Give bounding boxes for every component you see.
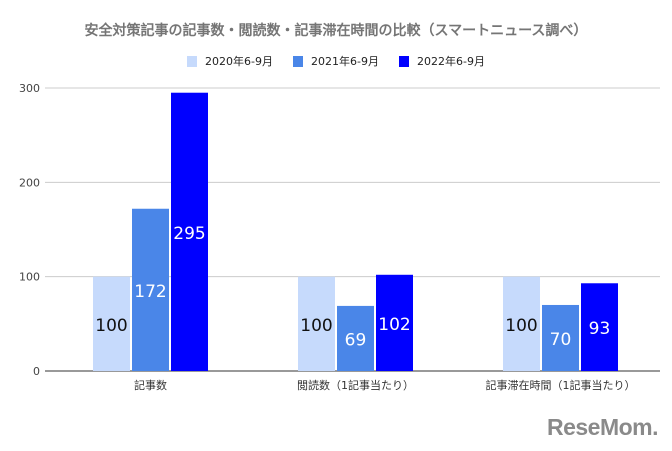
data-label: 93 bbox=[589, 319, 611, 339]
bar bbox=[542, 304, 579, 371]
y-tick-label: 300 bbox=[19, 82, 40, 95]
legend-swatch bbox=[398, 55, 409, 67]
legend-swatch bbox=[293, 55, 304, 67]
data-label: 100 bbox=[505, 316, 537, 336]
legend-item-2021: 2021年6-9月 bbox=[293, 53, 379, 69]
bar bbox=[376, 274, 413, 371]
bar bbox=[581, 283, 618, 371]
bar bbox=[93, 276, 130, 371]
data-label: 172 bbox=[134, 282, 166, 302]
y-tick-label: 100 bbox=[19, 271, 40, 284]
legend-label: 2021年6-9月 bbox=[311, 55, 379, 68]
bar bbox=[171, 92, 208, 371]
legend-swatch bbox=[187, 55, 198, 67]
legend-label: 2020年6-9月 bbox=[205, 55, 274, 68]
data-label: 70 bbox=[550, 330, 572, 350]
legend-item-2022: 2022年6-9月 bbox=[398, 53, 485, 69]
bar bbox=[132, 208, 169, 371]
x-tick-label: 閲読数（1記事当たり） bbox=[297, 378, 414, 392]
bar bbox=[298, 276, 335, 371]
bar bbox=[503, 276, 540, 371]
x-tick-label: 記事滞在時間（1記事当たり） bbox=[486, 378, 636, 392]
data-label: 295 bbox=[173, 224, 205, 244]
legend: 2020年6-9月 2021年6-9月 2022年6-9月 bbox=[0, 53, 672, 69]
data-label: 100 bbox=[300, 316, 332, 336]
data-label: 100 bbox=[95, 316, 127, 336]
data-label: 69 bbox=[345, 330, 367, 350]
y-tick-label: 200 bbox=[19, 176, 40, 189]
data-label: 102 bbox=[378, 315, 410, 335]
legend-item-2020: 2020年6-9月 bbox=[187, 53, 273, 69]
chart-title: 安全対策記事の記事数・閲読数・記事滞在時間の比較（スマートニュース調べ） bbox=[84, 23, 588, 39]
legend-label: 2022年6-9月 bbox=[416, 55, 485, 68]
bar bbox=[337, 305, 374, 371]
y-tick-label: 0 bbox=[33, 365, 40, 378]
resemom-logo: ReseMom. bbox=[546, 414, 659, 440]
x-tick-label: 記事数 bbox=[134, 378, 167, 392]
